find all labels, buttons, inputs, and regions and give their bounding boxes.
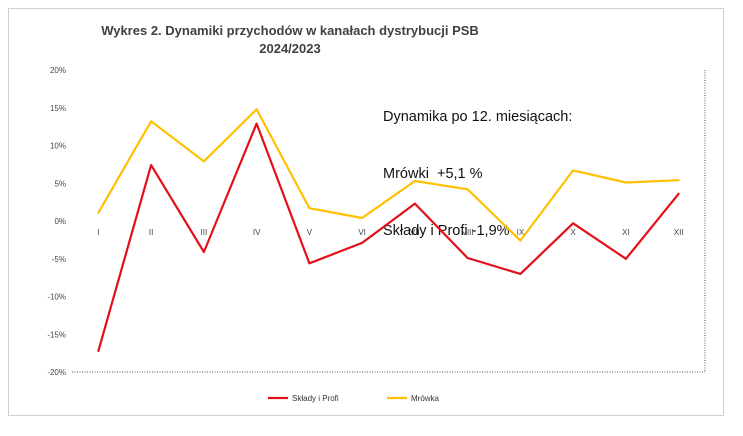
chart-frame [8,8,724,416]
annotation-box: Dynamika po 12. miesiącach: Mrówki +5,1 … [383,70,572,260]
y-tick-label: 15% [50,104,66,113]
y-tick-label: -5% [52,255,66,264]
x-tick-label: IX [517,228,525,237]
x-tick-label: VII [410,228,420,237]
series-line [97,122,680,352]
y-tick-label: -20% [47,368,66,377]
annotation-line-2: Mrówki +5,1 % [383,166,483,182]
y-tick-label: -10% [47,293,66,302]
annotation-line-3: Składy i Profi -1,9% [383,223,510,239]
y-tick-label: 0% [54,217,66,226]
y-tick-label: 20% [50,66,66,75]
y-tick-label: -15% [47,330,66,339]
chart-title-line-2: 2024/2023 [259,41,321,56]
x-tick-label: I [97,228,99,237]
x-tick-label: VIII [462,228,474,237]
series-line [97,108,680,242]
x-tick-label: XII [674,228,684,237]
x-tick-label: IV [253,228,261,237]
y-tick-label: 10% [50,142,66,151]
chart-title: Wykres 2. Dynamiki przychodów w kanałach… [80,22,500,58]
chart-title-line-1: Wykres 2. Dynamiki przychodów w kanałach… [101,23,479,38]
legend-label: Składy i Profi [292,394,339,403]
x-tick-label: III [201,228,208,237]
annotation-line-1: Dynamika po 12. miesiącach: [383,109,573,125]
x-tick-label: II [149,228,153,237]
x-tick-label: XI [622,228,630,237]
x-tick-label: X [570,228,576,237]
x-tick-label: V [307,228,313,237]
y-tick-label: 5% [54,179,66,188]
x-tick-label: VI [358,228,366,237]
legend-label: Mrówka [411,394,440,403]
